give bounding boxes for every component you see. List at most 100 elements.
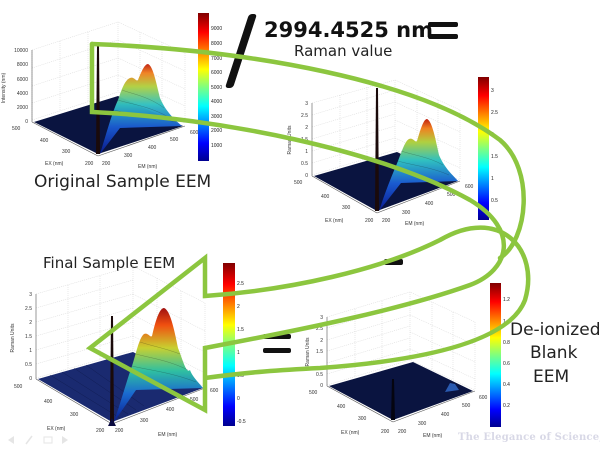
- svg-text:1: 1: [29, 348, 32, 354]
- svg-text:2.5: 2.5: [237, 281, 244, 287]
- svg-text:2.5: 2.5: [25, 306, 32, 312]
- svg-text:EX (nm): EX (nm): [45, 161, 64, 167]
- svg-text:0.8: 0.8: [503, 340, 510, 346]
- svg-text:1.5: 1.5: [25, 334, 32, 340]
- svg-text:300: 300: [418, 421, 427, 427]
- equals-sign-top-bar: [428, 22, 458, 27]
- svg-text:2.5: 2.5: [301, 113, 308, 119]
- menu-icon[interactable]: [43, 436, 53, 444]
- svg-text:-0.5: -0.5: [237, 419, 246, 425]
- svg-text:500: 500: [309, 390, 318, 396]
- svg-text:3: 3: [491, 88, 494, 94]
- svg-text:500: 500: [14, 384, 23, 390]
- svg-text:EM (nm): EM (nm): [138, 164, 158, 170]
- svg-text:0.5: 0.5: [301, 161, 308, 167]
- caption-blank-line1: De-ionized: [510, 320, 600, 340]
- svg-text:2.5: 2.5: [491, 110, 498, 116]
- svg-text:300: 300: [62, 149, 71, 155]
- svg-text:EX (nm): EX (nm): [325, 218, 344, 224]
- svg-text:400: 400: [166, 407, 175, 413]
- original-eem-plot: 10000 8000 6000 4000 2000 0 Intensity (n…: [0, 8, 240, 170]
- svg-text:EX (nm): EX (nm): [47, 426, 66, 432]
- svg-text:500: 500: [447, 192, 456, 198]
- svg-text:0.6: 0.6: [503, 361, 510, 367]
- svg-text:3: 3: [305, 101, 308, 107]
- colorbar-blank: [490, 283, 501, 427]
- svg-text:3: 3: [29, 292, 32, 298]
- svg-text:0.5: 0.5: [25, 362, 32, 368]
- svg-text:EM (nm): EM (nm): [405, 221, 425, 227]
- svg-text:8000: 8000: [17, 62, 28, 68]
- svg-text:300: 300: [358, 416, 367, 422]
- pen-icon[interactable]: [25, 435, 33, 445]
- svg-text:2000: 2000: [211, 128, 222, 134]
- svg-text:EM (nm): EM (nm): [423, 433, 443, 439]
- raman-normalized-eem-plot: 3 2.5 2 1.5 1 0.5 0 Raman Units 500 400 …: [285, 75, 510, 240]
- raman-divisor-value: 2994.4525 nm: [264, 18, 434, 42]
- svg-text:Raman Units: Raman Units: [287, 125, 293, 154]
- svg-text:1.5: 1.5: [491, 154, 498, 160]
- equals-sign-bar-top: [263, 334, 291, 339]
- svg-text:0: 0: [29, 376, 32, 382]
- surface-plot-blank: 3 2.5 2 1.5 0.5 0 Raman Units 500 400 30…: [305, 283, 501, 439]
- svg-text:400: 400: [148, 145, 157, 151]
- svg-text:0.5: 0.5: [237, 373, 244, 379]
- prev-arrow-icon[interactable]: [8, 436, 14, 444]
- svg-text:EX (nm): EX (nm): [341, 430, 360, 436]
- svg-text:Raman Units: Raman Units: [10, 323, 16, 352]
- svg-text:1: 1: [237, 350, 240, 356]
- final-eem-plot: 3 2.5 2 1.5 1 0.5 0 Raman Units 500 400 …: [0, 258, 260, 450]
- svg-text:200: 200: [365, 218, 374, 224]
- svg-text:6000: 6000: [17, 77, 28, 83]
- colorbar-original: [198, 13, 209, 161]
- colorbar-final: [223, 263, 235, 426]
- svg-text:300: 300: [70, 412, 79, 418]
- svg-text:400: 400: [44, 399, 53, 405]
- next-arrow-icon[interactable]: [62, 436, 68, 444]
- svg-text:300: 300: [124, 153, 133, 159]
- svg-text:0: 0: [320, 383, 323, 389]
- svg-text:1: 1: [305, 149, 308, 155]
- slide-toolbar[interactable]: [4, 432, 74, 446]
- svg-text:500: 500: [12, 126, 21, 132]
- surface-plot-final: 3 2.5 2 1.5 1 0.5 0 Raman Units 500 400 …: [10, 263, 246, 438]
- svg-text:2.5: 2.5: [316, 326, 323, 332]
- svg-text:Raman Units: Raman Units: [305, 337, 311, 366]
- surface-plot-normalized: 3 2.5 2 1.5 1 0.5 0 Raman Units 500 400 …: [287, 77, 498, 227]
- svg-text:EM (nm): EM (nm): [158, 432, 178, 438]
- svg-text:1000: 1000: [211, 143, 222, 149]
- svg-text:1.5: 1.5: [301, 137, 308, 143]
- svg-text:Intensity (nm): Intensity (nm): [1, 73, 7, 104]
- svg-text:200: 200: [102, 161, 111, 167]
- svg-text:8000: 8000: [211, 41, 222, 47]
- svg-text:300: 300: [140, 418, 149, 424]
- svg-text:400: 400: [321, 194, 330, 200]
- svg-text:200: 200: [115, 428, 124, 434]
- svg-text:200: 200: [381, 429, 390, 435]
- svg-text:600: 600: [210, 388, 219, 394]
- svg-text:500: 500: [462, 403, 471, 409]
- credit-watermark: The Elegance of Science, 2011: [458, 432, 600, 443]
- svg-text:400: 400: [425, 201, 434, 207]
- svg-text:0: 0: [25, 119, 28, 125]
- caption-blank-line3: EEM: [533, 367, 570, 387]
- svg-text:400: 400: [441, 412, 450, 418]
- svg-text:5000: 5000: [211, 85, 222, 91]
- svg-text:2: 2: [29, 320, 32, 326]
- caption-blank-line2: Blank: [530, 343, 578, 363]
- caption-original-sample: Original Sample EEM: [34, 172, 212, 192]
- svg-text:2: 2: [320, 338, 323, 344]
- svg-text:4000: 4000: [17, 91, 28, 97]
- svg-text:300: 300: [402, 210, 411, 216]
- svg-text:10000: 10000: [14, 48, 28, 54]
- svg-text:3: 3: [320, 315, 323, 321]
- svg-text:1: 1: [491, 176, 494, 182]
- svg-text:600: 600: [465, 184, 474, 190]
- svg-text:1.2: 1.2: [503, 297, 510, 303]
- blank-colorbar-ticks: 1.2 1 0.8 0.6 0.4 0.2: [502, 280, 522, 430]
- svg-text:4000: 4000: [211, 99, 222, 105]
- colorbar-normalized: [478, 77, 489, 220]
- svg-text:0: 0: [237, 396, 240, 402]
- svg-text:0.4: 0.4: [503, 382, 510, 388]
- equals-sign-bar-bottom: [263, 348, 291, 353]
